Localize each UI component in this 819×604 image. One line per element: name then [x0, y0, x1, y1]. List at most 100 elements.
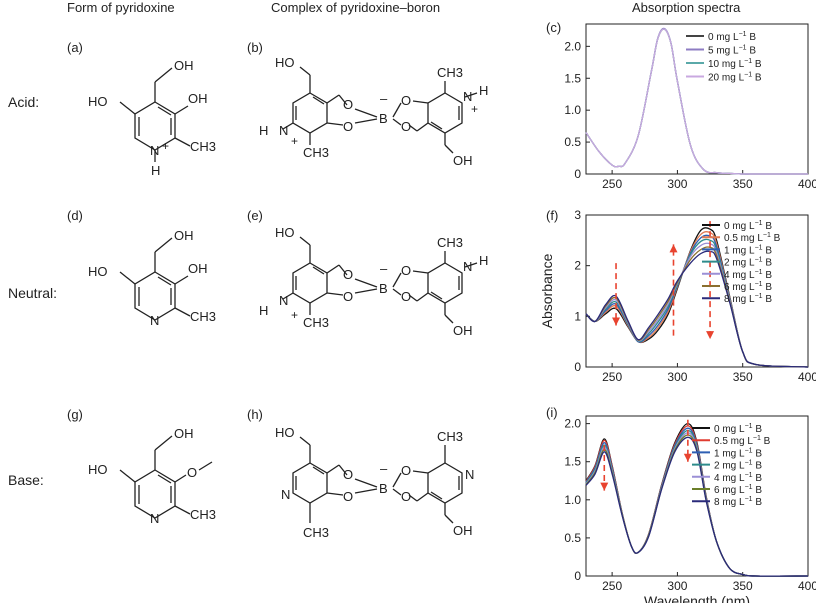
atom-plus: + [162, 139, 169, 153]
plot-frame [585, 214, 809, 368]
atom-b: B [379, 111, 388, 126]
legend-label: 20 mg L−1 B [708, 72, 762, 84]
atom-oh: OH [453, 523, 473, 538]
legend-label: 0.5 mg L−1 B [714, 435, 771, 447]
atom-minus: – [380, 461, 388, 476]
atom-o-4: O [401, 119, 411, 134]
legend-label: 4 mg L−1 B [714, 472, 762, 484]
trend-arrow-head [706, 331, 715, 340]
atom-h-right: H [479, 253, 488, 268]
atom-o-2: O [343, 289, 353, 304]
series-line [585, 436, 809, 577]
header-complex-pyridoxine-boron: Complex of pyridoxine–boron [271, 0, 441, 15]
legend-label: 1 mg L−1 B [724, 244, 772, 256]
panel-label-c: (c) [546, 20, 562, 35]
atom-plus-left: + [291, 134, 298, 148]
structure-pyridoxine-acid: OH HO OH CH3 N + H [88, 58, 216, 178]
atom-oh: OH [453, 153, 473, 168]
series-line [585, 28, 808, 175]
atom-oh-top: OH [174, 426, 194, 441]
x-tick-label: 250 [602, 177, 622, 191]
atom-n-right: N [463, 259, 472, 274]
atom-minus: – [380, 261, 388, 276]
atom-ch3-right: CH3 [437, 235, 463, 250]
structure-pyridoxine-neutral: OH HO OH CH3 N [88, 228, 216, 328]
atom-b: B [379, 281, 388, 296]
series-line [585, 242, 809, 368]
atom-plus-right: + [471, 102, 478, 116]
atom-oh-right: OH [188, 261, 208, 276]
x-tick-label: 300 [667, 370, 687, 384]
atom-n: N [150, 143, 159, 158]
atom-oh-top: OH [174, 228, 194, 243]
atom-plus-left: + [291, 308, 298, 322]
panel-label-g: (g) [67, 407, 83, 422]
atom-o-3: O [401, 93, 411, 108]
header-absorption-spectra: Absorption spectra [632, 0, 741, 15]
y-axis-label: Absorbance [539, 253, 555, 328]
absorption-spectrum-acid: 250 300 350 400 0 0.5 1.0 1.5 2.0 0 mg L−1 B 5 mg … [564, 23, 816, 191]
legend-label: 2 mg L−1 B [724, 257, 772, 269]
atom-o-4: O [401, 489, 411, 504]
y-tick-label: 2.0 [564, 417, 581, 431]
x-tick-label: 400 [798, 579, 816, 593]
x-tick-label: 350 [733, 177, 753, 191]
atom-ho-left: HO [88, 462, 108, 477]
atom-ho-left: HO [88, 94, 108, 109]
atom-o-2: O [343, 119, 353, 134]
legend-label: 4 mg L−1 B [724, 269, 772, 281]
atom-h-right: H [479, 83, 488, 98]
row-label-acid: Acid: [8, 94, 40, 110]
atom-o-1: O [343, 97, 353, 112]
x-tick-label: 250 [602, 370, 622, 384]
legend-label: 6 mg L−1 B [714, 484, 762, 496]
panel-label-b: (b) [247, 40, 263, 55]
legend-label: 0 mg L−1 B [708, 31, 756, 43]
atom-ch3: CH3 [190, 507, 216, 522]
atom-ho: HO [275, 425, 295, 440]
atom-n-left: N [279, 293, 288, 308]
atom-o-4: O [401, 289, 411, 304]
x-tick-label: 400 [798, 177, 816, 191]
structure-pyridoxine-base: OH HO O CH3 N [88, 426, 216, 526]
trend-arrow-head [683, 453, 692, 462]
atom-h-left: H [259, 123, 268, 138]
atom-o-1: O [343, 467, 353, 482]
x-tick-label: 350 [733, 579, 753, 593]
y-tick-label: 0.5 [564, 531, 581, 545]
trend-arrow-head [612, 317, 621, 326]
y-tick-label: 2.0 [564, 39, 581, 53]
y-tick-label: 2 [574, 259, 581, 273]
atom-n: N [150, 511, 159, 526]
structure-complex-base: HO O O B – O O N CH3 CH3 N OH [275, 425, 474, 540]
x-axis-label: Wavelength (nm) [644, 593, 750, 603]
row-label-neutral: Neutral: [8, 285, 58, 301]
y-tick-label: 0.5 [564, 135, 581, 149]
atom-ch3: CH3 [190, 309, 216, 324]
x-tick-label: 300 [667, 177, 687, 191]
y-tick-label: 0 [574, 569, 581, 583]
structure-complex-acid: HO O O B – O O CH3 N H + CH3 N H + OH [259, 55, 488, 168]
atom-ch3-right: CH3 [437, 429, 463, 444]
y-tick-label: 1.5 [564, 71, 581, 85]
legend-label: 0 mg L−1 B [724, 220, 772, 232]
panel-label-a: (a) [67, 40, 83, 55]
atom-ch3-left: CH3 [303, 315, 329, 330]
panel-label-f: (f) [546, 208, 559, 223]
header-form-of-pyridoxine: Form of pyridoxine [67, 0, 175, 15]
atom-o-3: O [401, 263, 411, 278]
row-label-base: Base: [8, 472, 44, 488]
atom-ho-left: HO [88, 264, 108, 279]
y-tick-label: 3 [574, 208, 581, 222]
atom-o-2: O [343, 489, 353, 504]
y-tick-label: 1.5 [564, 455, 581, 469]
y-tick-label: 0 [574, 167, 581, 181]
x-tick-label: 250 [602, 579, 622, 593]
absorption-spectrum-neutral: 250 300 350 400 0 1 2 3 0 mg L−1 B0.5 mg L−1 B1 … [539, 208, 816, 384]
atom-ch3-right: CH3 [437, 65, 463, 80]
x-tick-label: 300 [667, 579, 687, 593]
legend-label: 2 mg L−1 B [714, 460, 762, 472]
y-tick-label: 0 [574, 360, 581, 374]
legend-label: 10 mg L−1 B [708, 58, 762, 70]
series-line [585, 28, 808, 175]
